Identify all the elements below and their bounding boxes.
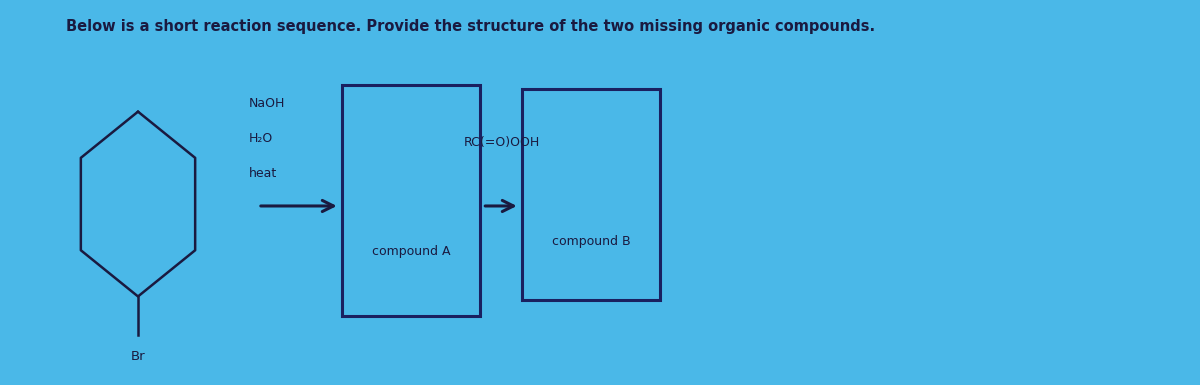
Text: compound B: compound B bbox=[552, 234, 630, 248]
Text: NaOH: NaOH bbox=[248, 97, 284, 110]
Text: Below is a short reaction sequence. Provide the structure of the two missing org: Below is a short reaction sequence. Prov… bbox=[66, 19, 875, 34]
Text: RC(=O)OOH: RC(=O)OOH bbox=[463, 136, 540, 149]
Text: H₂O: H₂O bbox=[248, 132, 272, 145]
Bar bbox=[522, 89, 660, 300]
Text: heat: heat bbox=[248, 167, 277, 180]
Text: Br: Br bbox=[131, 350, 145, 363]
Text: compound A: compound A bbox=[372, 244, 450, 258]
Bar bbox=[342, 85, 480, 316]
